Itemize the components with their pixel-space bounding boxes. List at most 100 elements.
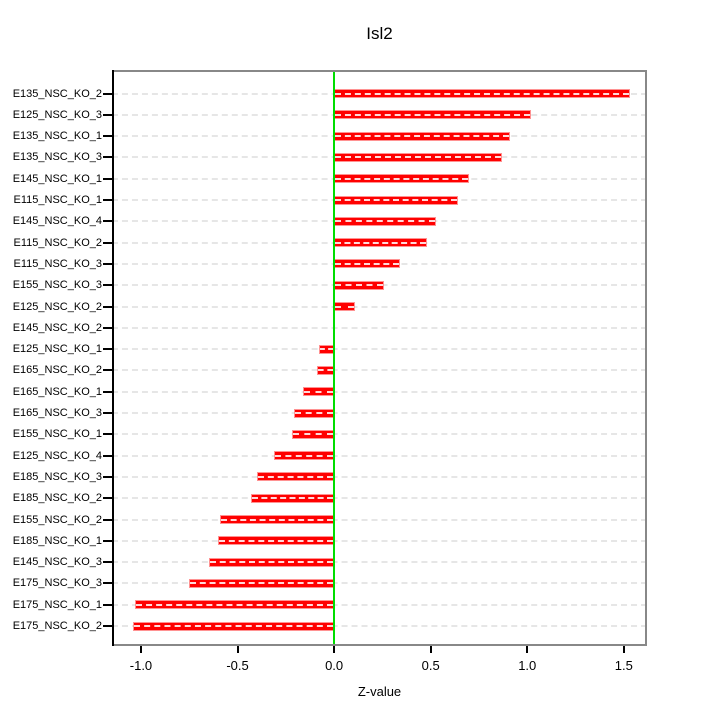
bar [316, 365, 335, 375]
y-axis-tick [103, 305, 112, 308]
bar [334, 195, 458, 205]
gridline [112, 348, 647, 351]
y-axis-label: E165_NSC_KO_3 [12, 407, 102, 419]
gridline [112, 518, 647, 521]
y-axis-tick [103, 220, 112, 223]
x-axis-tick-label: 1.5 [614, 658, 633, 673]
bar [334, 259, 400, 269]
y-axis-label: E125_NSC_KO_3 [12, 108, 102, 121]
y-axis-tick [103, 603, 112, 606]
y-axis-tick [103, 199, 112, 201]
y-axis-tick [103, 92, 112, 95]
bar [334, 110, 532, 120]
y-axis-tick [103, 113, 112, 116]
x-axis-tick-label: 0.0 [325, 658, 344, 673]
bar-hatch-line [319, 348, 334, 351]
y-axis-tick [103, 326, 112, 329]
y-axis-label: E115_NSC_KO_2 [13, 236, 102, 249]
gridline [112, 369, 647, 372]
y-axis-tick [103, 497, 112, 500]
y-axis-label: E165_NSC_KO_2 [12, 364, 102, 377]
y-axis-tick [103, 454, 112, 457]
y-axis-label: E145_NSC_KO_1 [12, 172, 102, 185]
y-axis-tick [103, 582, 112, 585]
bar [334, 302, 356, 311]
bar-hatch-line [335, 156, 502, 159]
y-axis-label: E135_NSC_KO_1 [12, 130, 102, 143]
x-axis-tick [333, 646, 336, 653]
y-axis-label: E175_NSC_KO_3 [12, 577, 102, 590]
y-axis-tick [103, 369, 112, 372]
y-axis-tick [103, 518, 112, 521]
bar [133, 621, 335, 631]
bar [334, 280, 385, 290]
y-axis-label: E175_NSC_KO_1 [12, 598, 102, 611]
plot-area [112, 70, 647, 646]
bar [256, 472, 335, 482]
gridline [112, 433, 647, 436]
chart-title: Isl2 [366, 24, 393, 43]
bar-hatch-line [304, 390, 334, 393]
y-axis-tick [103, 539, 112, 542]
plot-box-right [645, 70, 647, 646]
y-axis-tick [103, 390, 112, 393]
bar [334, 174, 470, 184]
y-axis-label: E185_NSC_KO_3 [12, 470, 102, 483]
gridline [112, 454, 647, 457]
gridline [112, 326, 647, 329]
gridline [112, 412, 647, 414]
y-axis-tick [103, 156, 112, 159]
bar-hatch-line [219, 539, 334, 542]
plot-box-bottom [112, 644, 647, 646]
y-axis-tick [103, 348, 112, 351]
bar-hatch-line [134, 625, 334, 627]
bar [208, 557, 335, 567]
bar [303, 387, 335, 397]
y-axis-label: E115_NSC_KO_3 [13, 257, 102, 270]
y-axis-label: E145_NSC_KO_2 [12, 321, 102, 334]
x-axis-tick [526, 646, 529, 653]
bar-hatch-line [335, 135, 509, 138]
y-axis-label: E185_NSC_KO_1 [12, 534, 102, 547]
y-axis-tick [103, 561, 112, 564]
y-axis-tick [103, 284, 112, 287]
bar-hatch-line [335, 220, 436, 223]
bar [334, 238, 427, 248]
y-axis-label: E115_NSC_KO_1 [13, 194, 102, 206]
y-axis-tick [103, 433, 112, 436]
x-axis-tick [429, 646, 432, 653]
y-axis-label: E125_NSC_KO_1 [12, 343, 102, 356]
y-axis-tick [103, 625, 112, 627]
bar [218, 536, 335, 546]
gridline [112, 539, 647, 542]
bar [334, 152, 503, 162]
gridline [112, 625, 647, 627]
x-axis-tick-label: -1.0 [129, 658, 153, 673]
bar-hatch-line [136, 603, 334, 606]
y-axis-label: E145_NSC_KO_3 [12, 556, 102, 569]
y-axis-label: E135_NSC_KO_2 [12, 87, 102, 100]
x-axis-tick [236, 646, 239, 653]
x-axis-tick-label: 1.0 [518, 658, 537, 673]
bar [334, 216, 437, 226]
bar-hatch-line [335, 92, 629, 95]
bar-hatch-line [317, 369, 334, 372]
bar-hatch-line [190, 582, 334, 585]
plot-box-top [112, 70, 647, 72]
bar-hatch-line [335, 177, 469, 180]
y-axis-label: E125_NSC_KO_4 [12, 449, 102, 462]
bar [293, 408, 335, 418]
gridline [112, 305, 647, 308]
y-axis-tick [103, 475, 112, 478]
bar [318, 344, 335, 354]
gridline [112, 561, 647, 564]
bar-hatch-line [335, 199, 457, 201]
y-axis-label: E155_NSC_KO_3 [12, 279, 102, 292]
y-axis-label: E125_NSC_KO_2 [12, 300, 102, 313]
y-axis-label: E135_NSC_KO_3 [12, 151, 102, 164]
bar [189, 578, 335, 588]
bar [135, 600, 335, 610]
y-axis-label: E145_NSC_KO_4 [12, 215, 102, 228]
y-axis-label: E155_NSC_KO_1 [12, 428, 102, 441]
